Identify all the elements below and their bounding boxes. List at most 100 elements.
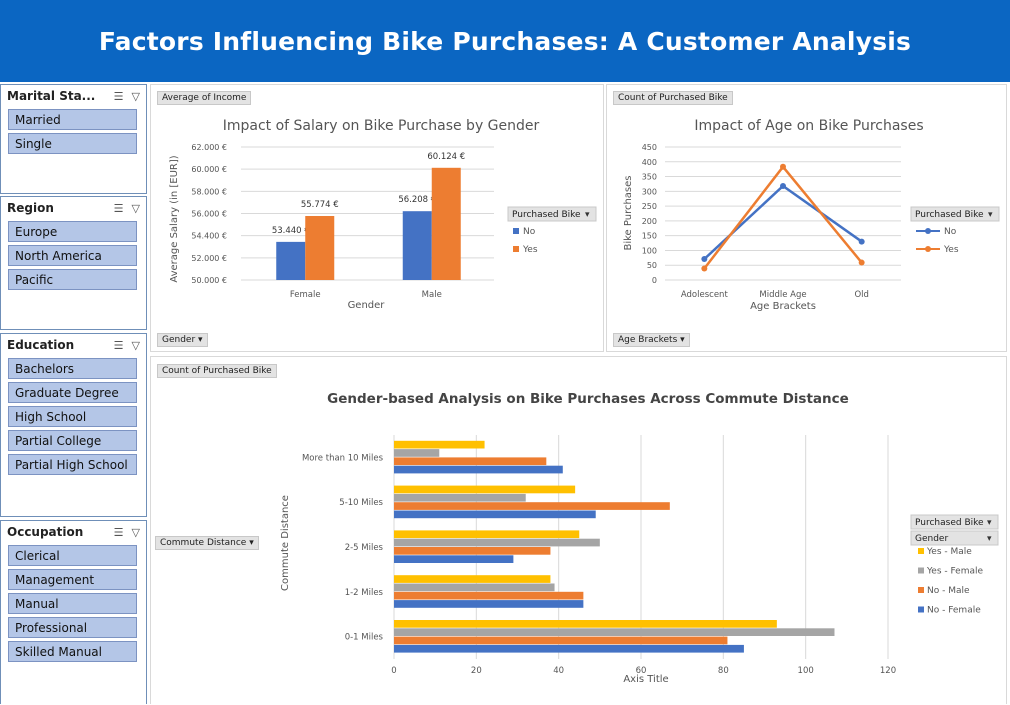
axis-field-label: Age Brackets [618,335,678,345]
data-label: 60.124 € [427,152,465,162]
bar [394,440,485,449]
legend-field-button[interactable] [910,530,999,546]
dropdown-icon: ▾ [987,534,992,544]
bar [394,644,744,653]
x-tick-label: 80 [718,666,729,676]
series-lines [701,163,865,272]
x-tick-labels: 0 20 40 60 80 100 120 [391,666,896,676]
bar-no [276,241,306,280]
legend-marker-yes [925,246,931,252]
slicer-title: Region [7,201,54,215]
field-button-average-income[interactable]: Average of Income [157,91,252,105]
x-tick-label: 60 [636,666,647,676]
data-point [858,259,865,266]
legend-title: Purchased Bike [512,210,581,220]
bar [394,465,563,474]
slicer-item[interactable]: Management [8,569,137,590]
legend-field-button[interactable] [910,206,1000,222]
slicer-item[interactable]: Bachelors [8,358,137,379]
category-labels: Adolescent Middle Age Old [681,290,869,300]
clear-filter-icon[interactable]: ▽ [131,201,140,215]
salary-chart-panel: Average of Income Gender ▾ Impact of Sal… [150,84,604,352]
legend-swatch [918,567,924,574]
chart-title: Impact of Salary on Bike Purchase by Gen… [223,118,540,134]
category-label: 2-5 Miles [345,543,384,553]
x-tick-label: 100 [798,666,814,676]
bar [394,530,580,539]
y-tick-label: 56.000 € [191,210,227,219]
multi-select-icon[interactable]: ☰ [113,89,124,103]
multi-select-icon[interactable]: ☰ [113,201,124,215]
legend-label-yes: Yes [522,245,538,255]
slicer-item[interactable]: Married [8,109,137,130]
dropdown-icon: ▾ [198,335,203,345]
axis-field-label: Commute Distance [160,538,247,548]
bar [394,555,514,563]
clear-filter-icon[interactable]: ▽ [131,525,140,539]
x-tick-label: 20 [471,666,482,676]
slicer-item[interactable]: Partial College [8,430,137,451]
legend-title: Purchased Bike [915,210,984,220]
legend-swatch-yes [513,246,519,252]
bar [394,449,440,457]
bar-yes [431,167,461,280]
slicer-item[interactable]: High School [8,406,137,427]
category-label: Female [290,290,321,300]
data-label: 55.774 € [301,200,339,210]
slicer-item[interactable]: Europe [8,221,137,242]
clear-filter-icon[interactable]: ▽ [131,338,140,352]
legend-label: Yes - Male [926,547,972,557]
slicer-item[interactable]: North America [8,245,137,266]
category-label: 1-2 Miles [345,588,384,598]
y-tick-label: 450 [642,143,657,152]
slicer-item[interactable]: Skilled Manual [8,641,137,662]
slicer-item[interactable]: Single [8,133,137,154]
legend-swatch-no [513,228,519,234]
axis-field-button-age-brackets[interactable]: Age Brackets ▾ [613,333,690,347]
clear-filter-icon[interactable]: ▽ [131,89,140,103]
y-tick-label: 52.000 € [191,254,227,263]
dropdown-icon: ▾ [987,518,992,528]
slicer-item[interactable]: Manual [8,593,137,614]
y-axis-title: Average Salary (in [EUR]) [169,155,180,282]
slicer-region: Region ☰ ▽ Europe North America Pacific [0,196,147,330]
legend-label-yes: Yes [943,245,959,255]
axis-field-button-commute[interactable]: Commute Distance ▾ [155,536,259,550]
multi-select-icon[interactable]: ☰ [113,525,124,539]
slicer-item[interactable]: Graduate Degree [8,382,137,403]
legend-label: No - Male [927,586,970,596]
legend-field-button[interactable] [910,514,999,530]
x-tick-label: 40 [553,666,564,676]
slicer-header: Education ☰ ▽ [1,334,146,356]
field-button-count-purchased[interactable]: Count of Purchased Bike [613,91,733,105]
x-axis-title: Gender [348,300,386,311]
slicer-header: Marital Sta... ☰ ▽ [1,85,146,107]
slicer-item[interactable]: Partial High School [8,454,137,475]
bar [394,628,835,636]
bar [394,510,596,519]
legend-swatch [918,548,924,554]
bar [394,583,555,592]
slicer-header: Occupation ☰ ▽ [1,521,146,543]
field-button-count-purchased[interactable]: Count of Purchased Bike [157,364,277,378]
y-tick-label: 350 [642,173,657,182]
y-tick-label: 58.000 € [191,187,227,196]
category-label: Middle Age [759,290,806,300]
slicer-item[interactable]: Pacific [8,269,137,290]
data-point [858,238,865,245]
multi-select-icon[interactable]: ☰ [113,338,124,352]
slicer-header: Region ☰ ▽ [1,197,146,219]
y-tick-label: 0 [652,276,657,285]
slicer-item[interactable]: Professional [8,617,137,638]
gridlines [665,146,901,281]
legend-field-button[interactable] [507,206,597,222]
y-axis-title: Commute Distance [280,495,291,591]
slicer-title: Education [7,338,75,352]
y-tick-label: 400 [642,158,657,167]
data-point [780,183,786,190]
y-tick-label: 60.000 € [191,165,227,174]
axis-field-button-gender[interactable]: Gender ▾ [157,333,208,347]
slicer-item[interactable]: Clerical [8,545,137,566]
bar [394,493,526,502]
bar [394,457,547,466]
